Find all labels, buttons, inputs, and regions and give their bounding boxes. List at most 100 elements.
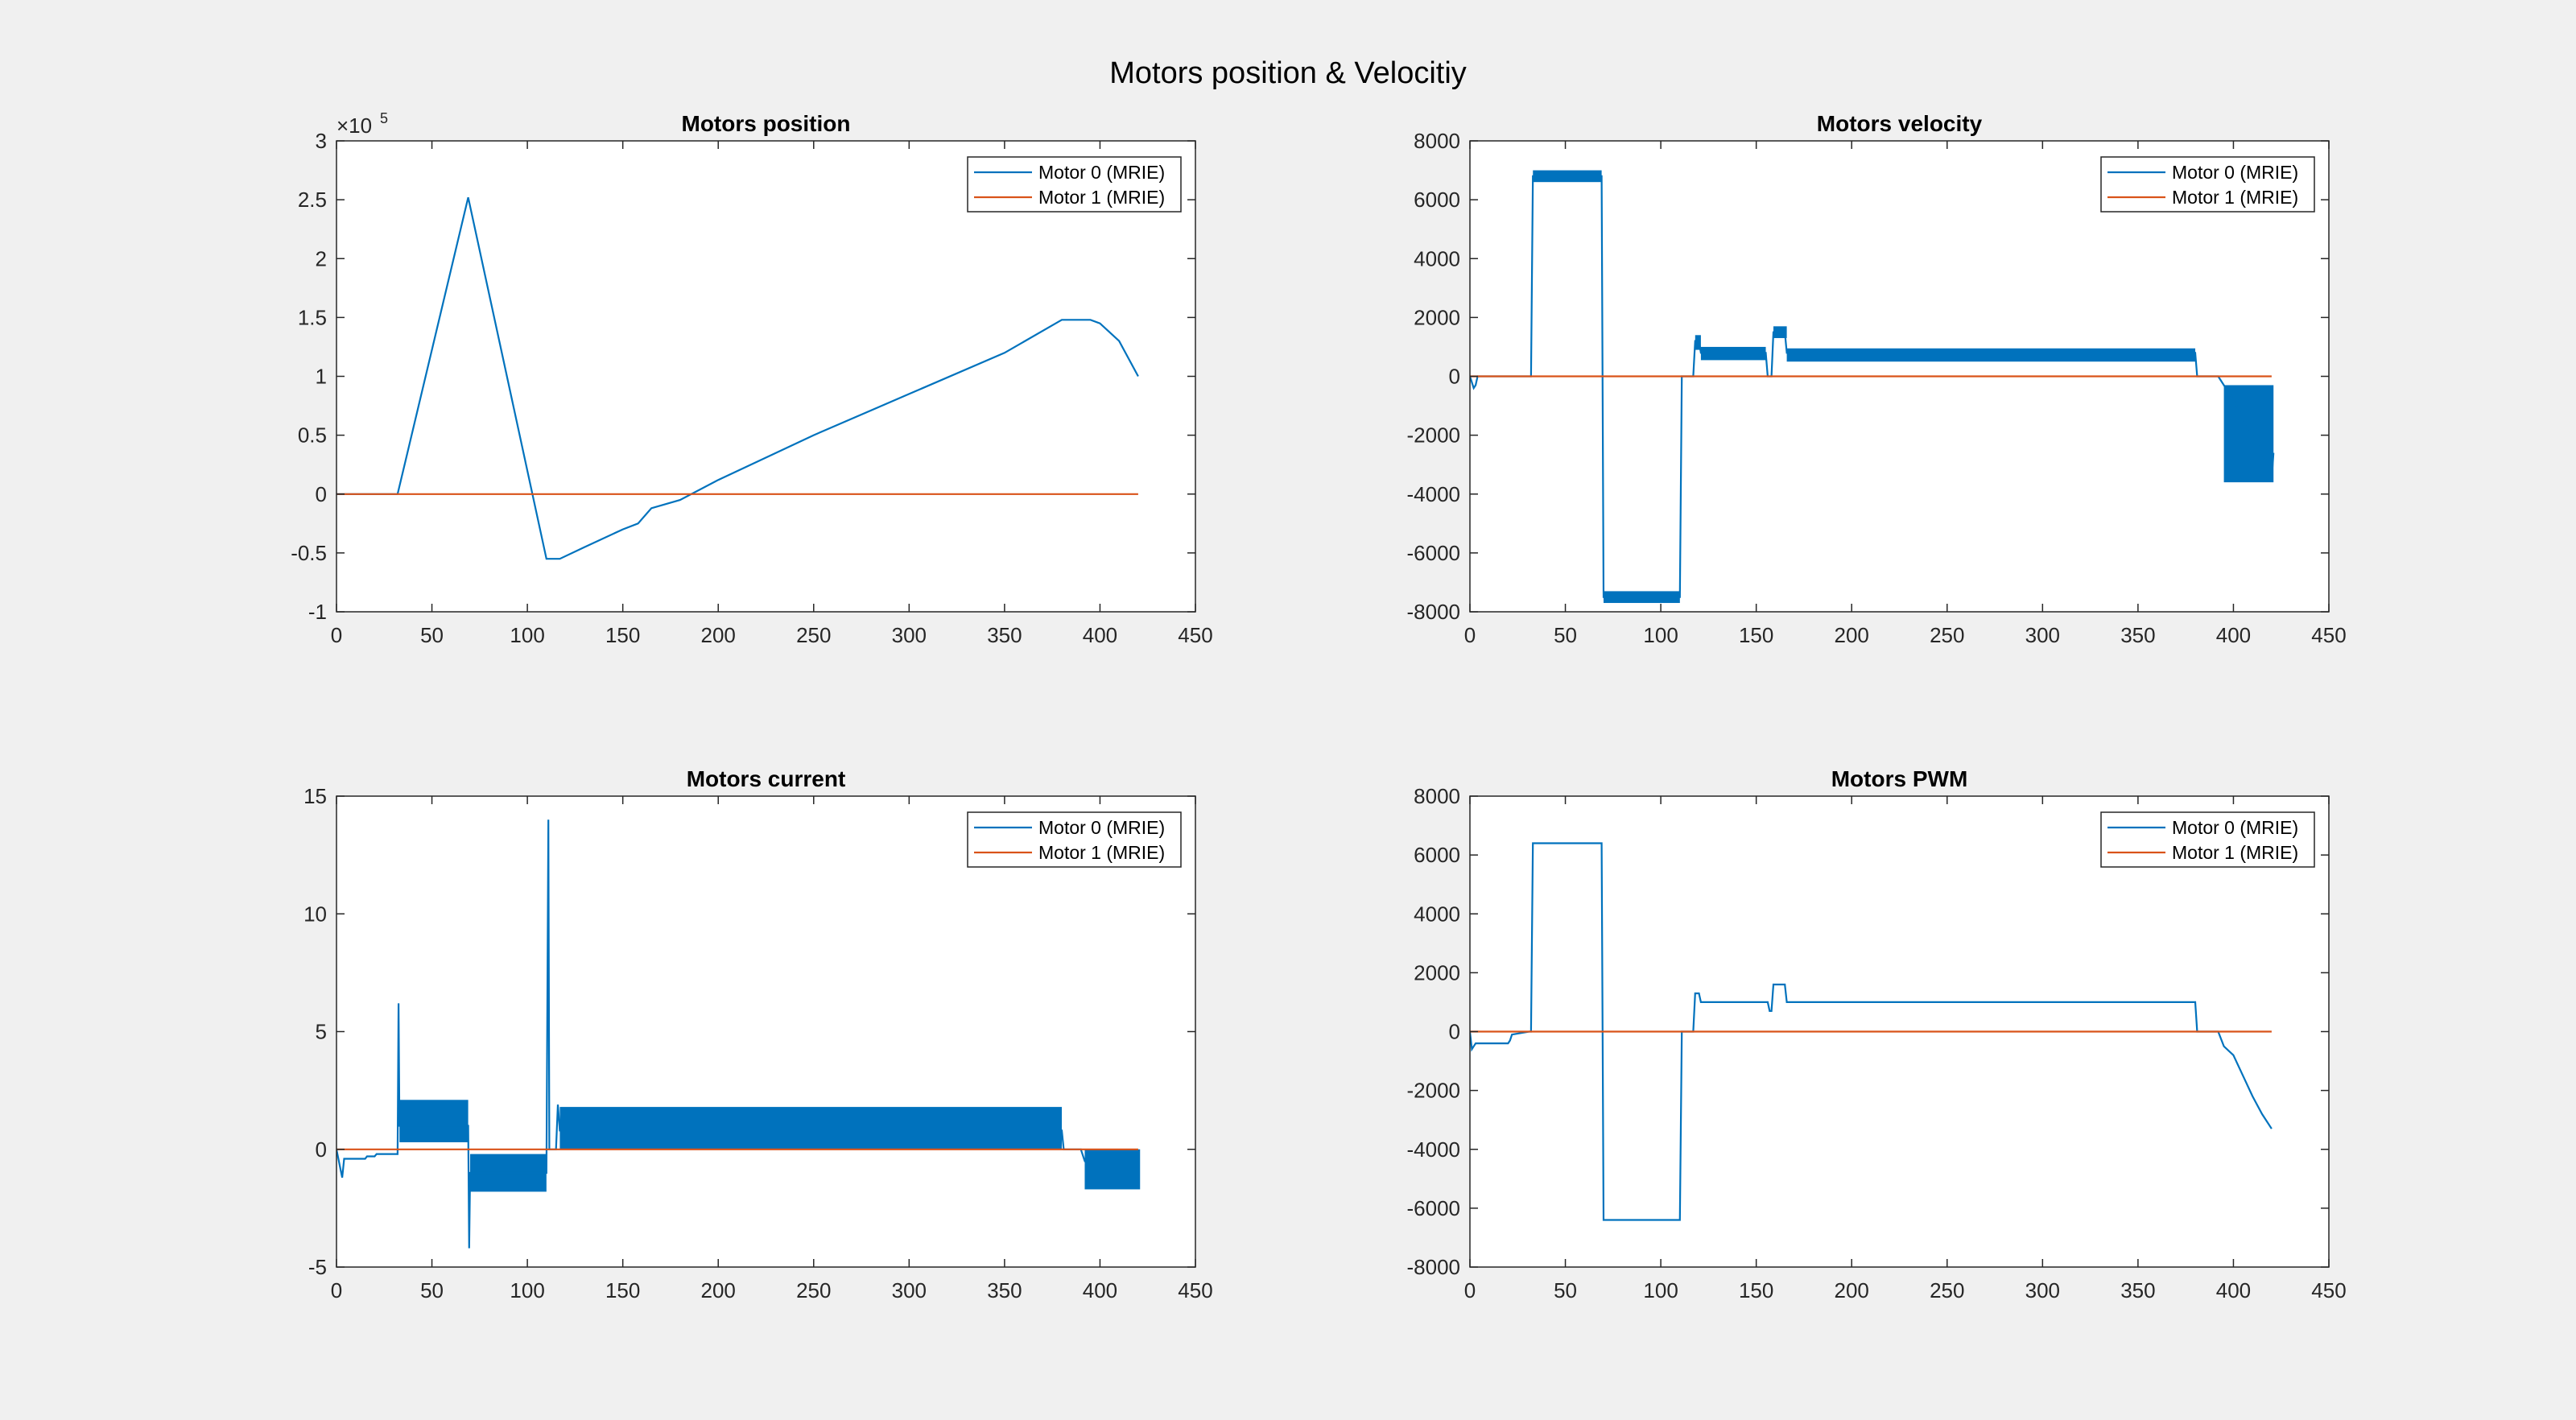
x-tick-label: 0	[1464, 1278, 1476, 1302]
x-tick-label: 250	[1930, 1278, 1964, 1302]
y-tick-label: 5	[316, 1020, 327, 1044]
series-0-noise-band	[1084, 1149, 1141, 1190]
plot-area	[336, 141, 1195, 612]
x-tick-label: 300	[892, 1278, 927, 1302]
velocity-chart[interactable]: 0 50 100 150 200 250 300 350 400 450 -8000 -6000 -40…	[1407, 111, 2347, 647]
y-tick-label: 0	[316, 482, 327, 506]
y-tick-label: 2000	[1414, 305, 1460, 329]
legend-label: Motor 1 (MRIE)	[2172, 842, 2298, 863]
x-tick-label: 350	[2120, 623, 2155, 647]
x-tick-label: 100	[1643, 1278, 1678, 1302]
y-tick-label: 0	[1449, 365, 1460, 389]
series-0-line	[1470, 842, 2273, 1221]
y-exponent-label: ×10	[336, 114, 372, 138]
x-tick-label: 200	[701, 623, 736, 647]
x-tick-label: 400	[1083, 623, 1117, 647]
legend-box	[967, 811, 1182, 868]
x-tick-label: 100	[1643, 623, 1678, 647]
x-tick-label: 350	[987, 1278, 1022, 1302]
y-exponent-power: 5	[380, 110, 388, 126]
legend-label: Motor 0 (MRIE)	[2172, 162, 2298, 183]
y-tick-label: -1	[308, 600, 327, 624]
series-0-noise-band	[399, 1100, 469, 1142]
y-tick-label: 0	[316, 1137, 327, 1162]
legend[interactable]: Motor 0 (MRIE) Motor 1 (MRIE)	[967, 811, 1182, 868]
x-tick-label: 250	[796, 1278, 831, 1302]
series-0-noise-band	[559, 1107, 1063, 1150]
legend-label: Motor 0 (MRIE)	[1038, 817, 1165, 838]
legend-label: Motor 1 (MRIE)	[1038, 842, 1165, 863]
x-tick-label: 400	[2216, 1278, 2251, 1302]
legend[interactable]: Motor 0 (MRIE) Motor 1 (MRIE)	[2100, 156, 2315, 213]
y-tick-label: 8000	[1414, 129, 1460, 153]
data-layer	[1470, 170, 2275, 604]
x-tick-label: 350	[987, 623, 1022, 647]
series-0-noise-band	[1786, 348, 2196, 362]
x-tick-label: 450	[1178, 623, 1212, 647]
y-tick-label: 2000	[1414, 960, 1460, 985]
y-tick-label: 3	[316, 129, 327, 153]
chart-title: Motors current	[687, 766, 846, 791]
y-tick-label: -4000	[1407, 1137, 1461, 1162]
x-tick-label: 400	[2216, 623, 2251, 647]
series-0-line	[1470, 175, 2275, 598]
y-tick-label: 15	[303, 784, 327, 808]
x-tick-label: 150	[605, 623, 640, 647]
series-0-noise-band	[2223, 385, 2274, 483]
x-tick-label: 300	[892, 623, 927, 647]
x-tick-label: 250	[1930, 623, 1964, 647]
y-tick-label: 10	[303, 902, 327, 926]
pwm-chart[interactable]: 0 50 100 150 200 250 300 350 400 450 -8000 -6000 -40…	[1407, 766, 2347, 1302]
legend[interactable]: Motor 0 (MRIE) Motor 1 (MRIE)	[967, 156, 1182, 213]
current-chart[interactable]: 0 50 100 150 200 250 300 350 400 450-5051015Motor…	[303, 766, 1213, 1302]
data-layer	[1470, 842, 2273, 1221]
figure-title: Motors position & Velocitiy	[1109, 56, 1467, 90]
legend-box	[2100, 811, 2315, 868]
y-tick-label: -2000	[1407, 423, 1461, 448]
x-tick-label: 50	[1554, 623, 1577, 647]
legend-box	[2100, 156, 2315, 213]
x-tick-label: 200	[701, 1278, 736, 1302]
legend-label: Motor 0 (MRIE)	[1038, 162, 1165, 183]
legend-label: Motor 1 (MRIE)	[2172, 187, 2298, 208]
y-tick-label: -0.5	[291, 541, 327, 565]
y-tick-label: 8000	[1414, 784, 1460, 808]
y-tick-label: -5	[308, 1255, 327, 1279]
y-tick-label: 2	[316, 246, 327, 270]
x-tick-label: 450	[2311, 1278, 2346, 1302]
x-tick-label: 150	[1739, 1278, 1773, 1302]
y-tick-label: -6000	[1407, 541, 1461, 565]
position-chart[interactable]: 0 50 100 150 200 250 300 350 400 450 -1 -0.5 0 0.5 1 1.…	[291, 110, 1213, 647]
data-layer	[336, 819, 1141, 1249]
y-tick-label: -8000	[1407, 600, 1461, 624]
y-tick-label: -2000	[1407, 1079, 1461, 1103]
x-tick-label: 450	[2311, 623, 2346, 647]
x-tick-label: 450	[1178, 1278, 1212, 1302]
y-tick-label: 6000	[1414, 843, 1460, 867]
legend-label: Motor 0 (MRIE)	[2172, 817, 2298, 838]
data-layer	[336, 196, 1139, 560]
y-tick-label: -6000	[1407, 1196, 1461, 1220]
legend-box	[967, 156, 1182, 213]
series-0-line	[336, 196, 1139, 560]
x-tick-label: 300	[2025, 1278, 2060, 1302]
chart-title: Motors position	[682, 111, 851, 136]
chart-title: Motors PWM	[1831, 766, 1968, 791]
y-tick-label: 4000	[1414, 246, 1460, 270]
x-tick-label: 350	[2120, 1278, 2155, 1302]
x-tick-label: 0	[1464, 623, 1476, 647]
x-tick-label: 150	[605, 1278, 640, 1302]
x-tick-label: 200	[1835, 1278, 1869, 1302]
y-tick-label: -4000	[1407, 482, 1461, 506]
series-0-noise-band	[1695, 335, 1701, 350]
y-tick-label: 0	[1449, 1020, 1460, 1044]
series-0-line	[336, 819, 1138, 1249]
y-tick-label: 0.5	[298, 423, 327, 448]
y-tick-label: 4000	[1414, 902, 1460, 926]
x-tick-label: 50	[420, 623, 444, 647]
x-tick-label: 400	[1083, 1278, 1117, 1302]
legend[interactable]: Motor 0 (MRIE) Motor 1 (MRIE)	[2100, 811, 2315, 868]
x-tick-label: 100	[510, 623, 544, 647]
y-tick-label: 1	[316, 365, 327, 389]
y-tick-label: 6000	[1414, 188, 1460, 212]
